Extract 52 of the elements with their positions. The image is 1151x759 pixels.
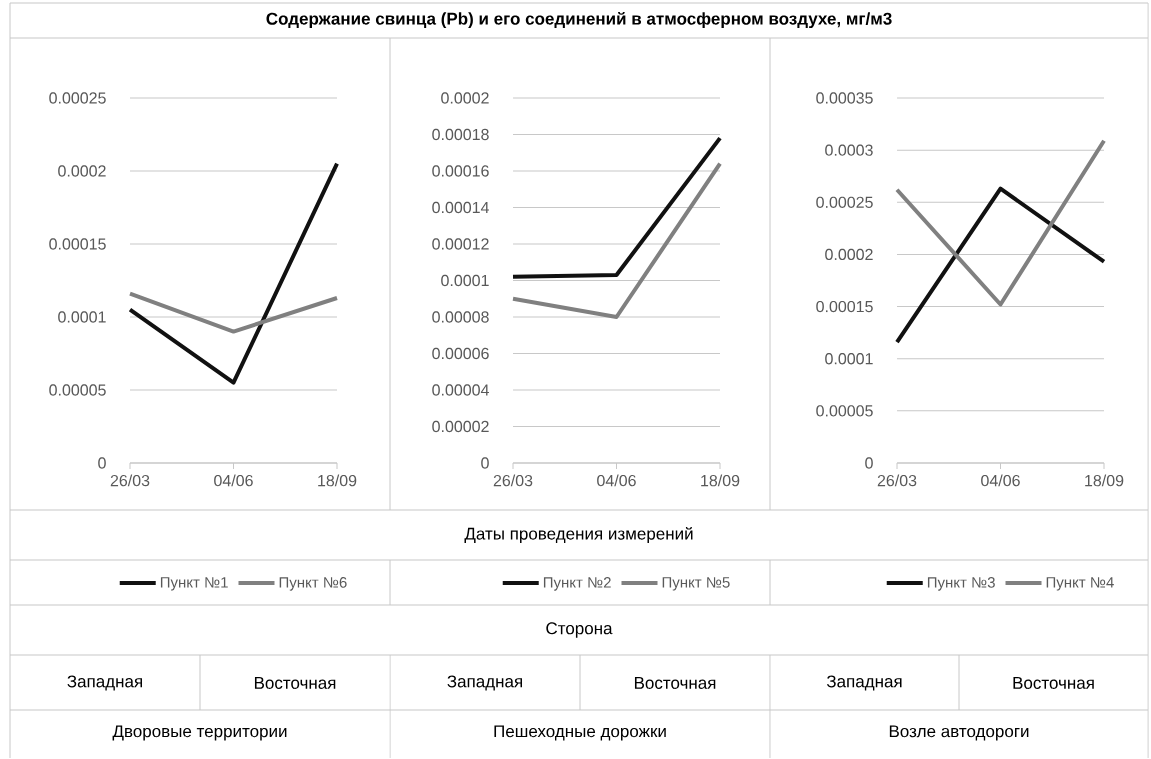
x-tick-label: 04/06 (214, 474, 253, 487)
chart-title: Содержание свинца (Pb) и его соединений в атмосферном воздухе, мг/м3 (266, 12, 892, 29)
legend-label: Пункт №3 (927, 577, 995, 591)
y-tick-label: 0.00006 (432, 348, 489, 360)
x-tick-label: 26/03 (877, 474, 917, 487)
text: Восточная (254, 677, 336, 690)
text: Восточная (1013, 677, 1094, 690)
y-tick-label: 0.0001 (825, 353, 873, 365)
legend-label: Пункт №6 (279, 577, 347, 591)
y-tick-label: 0.00018 (432, 129, 489, 141)
y-tick-label: 0.00004 (432, 384, 489, 396)
y-tick-label: 0.00014 (432, 202, 489, 214)
x-axis-title: Даты проведения измерений (464, 527, 693, 544)
y-tick-label: 0.00035 (816, 92, 873, 104)
legend-label: Пункт №1 (160, 577, 228, 591)
y-tick-label: 0.00008 (432, 311, 489, 323)
y-tick-label: 0.00015 (816, 301, 873, 313)
y-tick-label: 0 (98, 457, 106, 469)
y-tick-label: 0.00015 (49, 238, 106, 250)
text: Восточная (634, 677, 716, 690)
text: Западная (826, 675, 902, 691)
y-tick-label: 0.0002 (441, 92, 489, 104)
y-tick-label: 0.00005 (816, 405, 873, 417)
x-tick-label: 18/09 (318, 474, 357, 487)
y-tick-label: 0.0002 (58, 165, 106, 177)
y-tick-label: 0.00016 (432, 165, 489, 177)
y-tick-label: 0.00025 (816, 196, 873, 209)
y-tick-label: 0.00012 (432, 238, 489, 250)
text: Пешеходные дорожки (494, 725, 666, 741)
x-tick-label: 04/06 (981, 474, 1020, 487)
x-tick-label: 18/09 (701, 474, 740, 487)
x-tick-label: 18/09 (1085, 474, 1124, 487)
x-tick-label: 04/06 (597, 474, 636, 487)
y-tick-label: 0 (865, 457, 873, 469)
text: Дворовые территории (112, 725, 287, 741)
y-tick-label: 0 (481, 457, 489, 469)
y-tick-label: 0.00002 (432, 421, 489, 433)
x-tick-label: 26/03 (493, 474, 533, 487)
y-tick-label: 0.0002 (825, 249, 873, 261)
text: Сторона (546, 622, 613, 638)
x-tick-label: 26/03 (110, 474, 150, 487)
text: Возле автодороги (889, 725, 1029, 741)
y-tick-label: 0.00005 (49, 384, 106, 396)
y-tick-label: 0.0003 (825, 144, 873, 157)
y-tick-label: 0.0001 (441, 275, 489, 287)
legend-label: Пункт №4 (1046, 577, 1114, 591)
text: Западная (447, 675, 522, 691)
y-tick-label: 0.00025 (49, 92, 106, 104)
legend-label: Пункт №5 (662, 577, 730, 591)
legend-label: Пункт №2 (543, 577, 611, 591)
y-tick-label: 0.0001 (58, 311, 106, 323)
text: Западная (67, 675, 142, 691)
